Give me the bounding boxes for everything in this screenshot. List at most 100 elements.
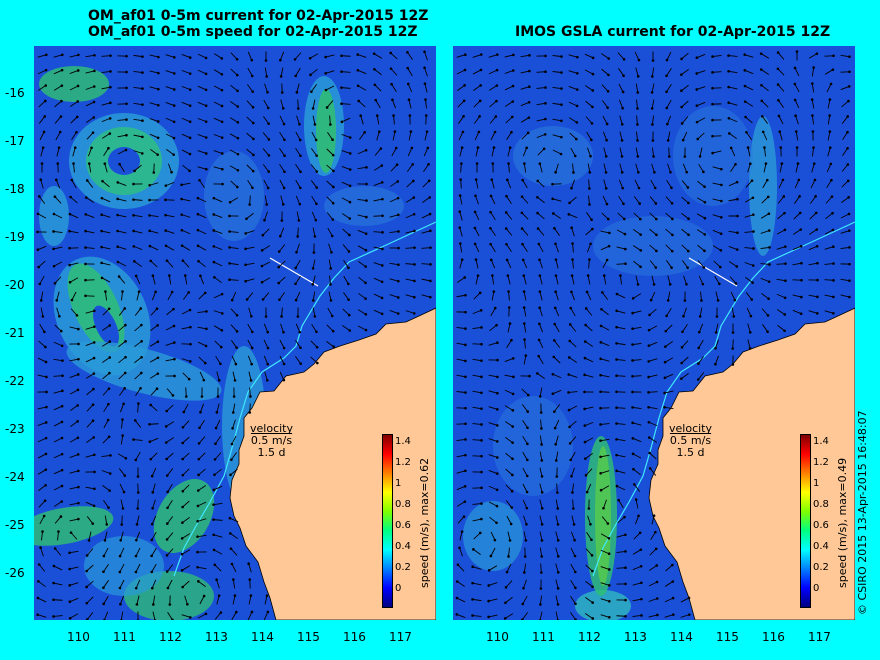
arrow-head — [244, 247, 247, 251]
section-line — [269, 257, 319, 287]
current-arrow — [792, 294, 802, 298]
arrow-head — [553, 306, 557, 310]
arrow-head — [814, 195, 817, 198]
arrow-head — [572, 171, 575, 174]
current-arrow — [651, 275, 655, 285]
current-arrow — [213, 245, 223, 251]
current-arrow — [213, 502, 223, 506]
current-arrow — [520, 54, 530, 58]
current-arrow — [101, 86, 111, 90]
arrow-head — [480, 439, 483, 442]
current-arrow — [795, 115, 799, 125]
current-arrow — [326, 196, 334, 204]
arrow-head — [733, 298, 737, 302]
current-arrow — [712, 166, 722, 170]
current-arrow — [616, 326, 626, 330]
current-arrows — [455, 50, 851, 620]
arrow-head — [58, 314, 61, 318]
arrow-head — [196, 504, 200, 508]
arrow-head — [560, 103, 563, 106]
arrow-head — [380, 164, 384, 167]
arrow-head — [540, 475, 544, 478]
lat-tick-label: -26 — [5, 566, 25, 580]
current-arrow — [683, 275, 687, 285]
arrow-head — [510, 130, 513, 134]
arrow-head — [54, 178, 58, 182]
velocity-label: velocity — [250, 422, 293, 435]
arrow-head — [85, 569, 88, 573]
arrow-head — [696, 137, 699, 141]
arrow-head — [479, 68, 483, 72]
current-arrow — [149, 230, 159, 234]
current-arrow — [616, 263, 626, 265]
arrow-head — [572, 507, 575, 510]
current-arrow — [262, 148, 270, 156]
current-arrow — [133, 86, 143, 90]
current-arrow — [665, 196, 673, 204]
current-arrow — [681, 180, 689, 188]
current-arrow — [151, 579, 157, 589]
arrow-head — [624, 550, 627, 553]
current-arrow — [101, 230, 111, 234]
current-arrow — [232, 595, 236, 605]
current-arrow — [521, 612, 529, 620]
current-arrow — [459, 531, 463, 541]
current-arrow — [456, 439, 466, 441]
current-arrow — [808, 310, 818, 314]
arrow-head — [281, 203, 285, 206]
current-arrow — [587, 275, 591, 285]
arrow-head — [703, 249, 706, 253]
arrow-head — [489, 226, 492, 230]
arrow-head — [623, 515, 626, 519]
arrow-head — [250, 330, 254, 334]
arrow-head — [216, 395, 220, 398]
arrow-head — [235, 57, 239, 61]
current-arrow — [55, 131, 61, 141]
current-arrow — [827, 115, 831, 125]
current-arrow — [102, 388, 110, 396]
arrow-head — [815, 52, 819, 56]
arrow-head — [632, 467, 635, 471]
arrow-head — [180, 537, 184, 540]
current-arrow — [149, 118, 159, 122]
arrow-head — [213, 563, 217, 567]
arrow-head — [165, 522, 169, 525]
current-arrow — [54, 501, 62, 507]
arrow-head — [831, 228, 835, 232]
arrow-head — [556, 603, 560, 606]
lat-tick-label: -24 — [5, 470, 25, 484]
current-arrow — [231, 563, 237, 573]
arrow-head — [736, 214, 739, 218]
arrow-head — [281, 107, 285, 110]
arrow-head — [522, 306, 526, 309]
arrow-head — [137, 402, 140, 405]
arrow-head — [136, 491, 140, 494]
current-arrow — [632, 359, 642, 361]
arrow-head — [204, 344, 208, 348]
right-map-svg — [453, 46, 855, 620]
arrow-head — [92, 356, 96, 360]
current-arrow — [826, 163, 832, 173]
arrow-head — [728, 132, 731, 135]
current-arrow — [619, 131, 623, 141]
current-arrow — [103, 611, 109, 620]
current-arrow — [391, 83, 397, 93]
arrow-head — [389, 67, 393, 70]
current-arrow — [728, 246, 738, 250]
arrow-head — [181, 505, 184, 509]
arrow-head — [348, 136, 352, 139]
arrow-head — [397, 230, 400, 233]
arrow-head — [235, 73, 239, 77]
current-arrow — [520, 70, 530, 74]
current-arrow — [264, 371, 268, 381]
arrow-head — [591, 601, 594, 604]
current-arrow — [181, 214, 191, 218]
left-title-1: OM_af01 0-5m current for 02-Apr-2015 12Z — [88, 8, 429, 24]
current-arrow — [745, 292, 753, 300]
arrow-head — [615, 292, 619, 296]
arrow-head — [315, 154, 318, 157]
current-arrow — [536, 118, 546, 122]
arrow-head — [828, 146, 832, 149]
arrow-head — [230, 298, 234, 302]
current-arrow — [568, 374, 578, 378]
